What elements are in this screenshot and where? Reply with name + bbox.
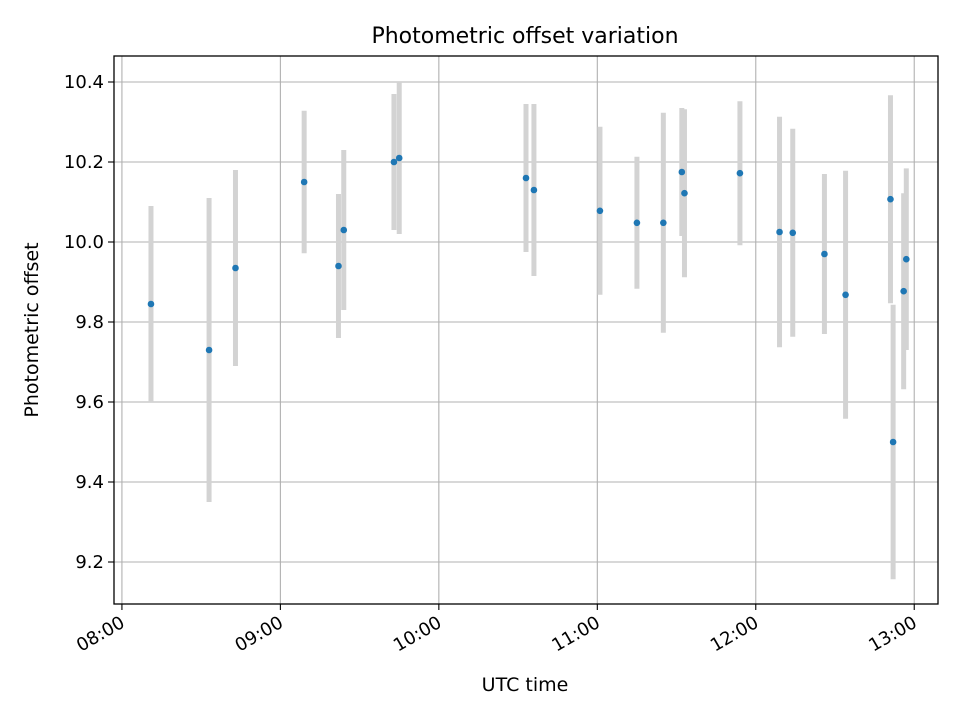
data-point xyxy=(335,262,342,270)
y-tick-label: 10.4 xyxy=(64,72,104,93)
data-points xyxy=(147,154,910,446)
y-tick-label: 9.8 xyxy=(75,312,104,333)
y-axis: 9.2 9.4 9.6 9.8 10.0 10.2 10.4 xyxy=(64,72,114,573)
x-axis-label: UTC time xyxy=(482,674,569,696)
data-point xyxy=(395,154,403,162)
data-point xyxy=(678,168,686,176)
data-point xyxy=(736,169,744,177)
chart-title: Photometric offset variation xyxy=(371,24,678,49)
data-point xyxy=(842,291,849,299)
data-point xyxy=(205,346,213,354)
data-point xyxy=(300,178,308,186)
data-point xyxy=(903,255,910,263)
y-tick-label: 10.0 xyxy=(64,232,104,253)
y-tick-label: 9.2 xyxy=(75,552,104,573)
data-point xyxy=(660,219,667,227)
data-point xyxy=(147,300,155,308)
data-point xyxy=(340,226,348,234)
data-point xyxy=(889,438,897,446)
data-point xyxy=(596,207,604,215)
data-point xyxy=(900,287,907,295)
data-point xyxy=(232,264,239,272)
data-point xyxy=(681,189,688,197)
data-point xyxy=(522,174,530,182)
data-point xyxy=(887,195,894,203)
data-point xyxy=(821,250,828,258)
data-point xyxy=(390,158,398,166)
y-tick-label: 9.6 xyxy=(75,392,104,413)
y-tick-label: 10.2 xyxy=(64,152,104,173)
data-point xyxy=(633,219,641,227)
data-point xyxy=(530,186,538,194)
grid xyxy=(114,56,938,604)
data-point xyxy=(776,228,783,236)
y-tick-label: 9.4 xyxy=(75,472,104,493)
data-point xyxy=(789,229,797,237)
y-axis-label: Photometric offset xyxy=(21,242,43,417)
plot-frame xyxy=(113,55,939,605)
